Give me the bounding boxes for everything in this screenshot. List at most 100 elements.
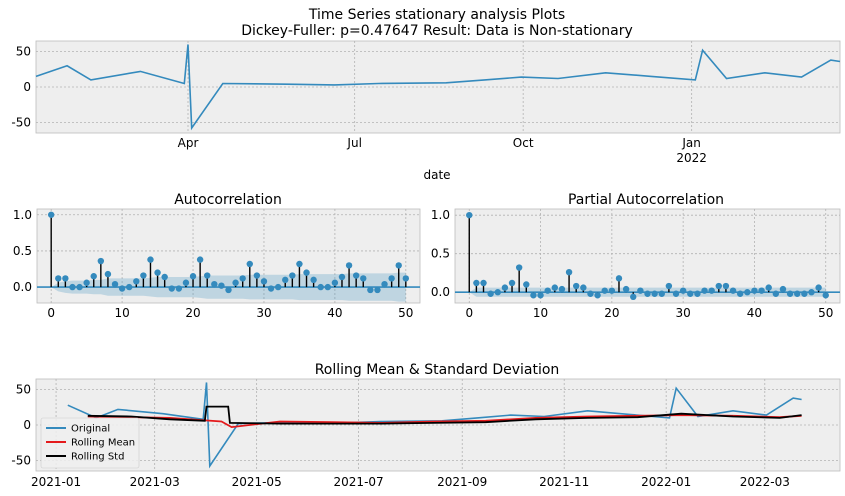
pacf-marker	[466, 211, 473, 219]
acf-marker	[260, 278, 268, 285]
pacf-marker	[622, 285, 630, 293]
acf-marker	[147, 256, 154, 263]
pacf-marker	[530, 292, 537, 299]
acf-axes: 0 10 20 30 40 50 0.0 0.5 1.0	[13, 208, 421, 320]
acf-marker	[111, 281, 119, 288]
pacf-marker	[786, 290, 794, 297]
acf-marker	[274, 283, 282, 291]
acf-marker	[360, 275, 367, 282]
pacf-marker	[701, 287, 708, 294]
rolling-title: Rolling Mean & Standard Deviation	[315, 362, 560, 378]
acf-marker	[161, 273, 168, 281]
pacf-marker	[580, 284, 587, 291]
pacf-marker	[801, 290, 808, 297]
rolling-xtick-label: 2021-05	[232, 475, 282, 489]
acf-marker	[282, 276, 289, 284]
acf-xtick-label: 50	[398, 306, 413, 320]
pacf-marker	[694, 290, 701, 297]
acf-marker	[232, 279, 239, 286]
pacf-marker	[523, 281, 530, 288]
rolling-legend-label: Rolling Std	[71, 452, 124, 463]
pacf-xtick-label: 0	[465, 306, 473, 320]
acf-marker	[367, 286, 374, 294]
acf-marker	[296, 260, 303, 268]
pacf-marker	[815, 284, 822, 291]
pacf-xtick-label: 20	[604, 306, 619, 320]
acf-marker	[402, 275, 410, 282]
pacf-title: Partial Autocorrelation	[568, 192, 724, 208]
acf-marker	[225, 286, 232, 294]
pacf-marker	[708, 287, 715, 294]
pacf-marker	[729, 287, 737, 294]
pacf-ytick-label: 0.0	[431, 285, 450, 299]
pacf-marker	[644, 290, 651, 297]
pacf-marker	[772, 290, 780, 297]
rolling-xtick-label: 2021-01	[31, 475, 81, 489]
timeseries-xtick-label: Oct	[513, 136, 534, 150]
pacf-xtick-label: 10	[533, 306, 548, 320]
rolling-legend-label: Rolling Mean	[71, 438, 135, 449]
timeseries-series-line	[35, 44, 841, 131]
rolling-legend-label: Original	[71, 424, 110, 435]
pacf-marker	[601, 287, 608, 294]
acf-marker	[140, 272, 147, 279]
pacf-marker	[751, 287, 758, 294]
pacf-xtick-label: 50	[818, 306, 833, 320]
suptitle-line2: Dickey-Fuller: p=0.47647 Result: Data is…	[241, 23, 633, 39]
acf-marker	[345, 262, 353, 269]
pacf-marker	[722, 282, 730, 290]
acf-marker	[310, 276, 317, 284]
pacf-ytick-label: 0.5	[431, 247, 450, 261]
timeseries-ytick-label: 0	[23, 80, 31, 94]
acf-marker	[352, 272, 360, 279]
pacf-marker	[487, 290, 494, 297]
pacf-marker	[573, 282, 580, 290]
pacf-axes: 0 10 20 30 40 50 0.0 0.5 1.0	[431, 208, 841, 320]
pacf-marker	[594, 292, 601, 299]
pacf-marker	[687, 290, 694, 297]
pacf-marker	[558, 285, 566, 293]
pacf-marker	[637, 287, 644, 294]
timeseries-ytick-label: 50	[16, 45, 31, 59]
acf-marker	[381, 281, 388, 288]
pacf-marker	[779, 285, 787, 293]
acf-marker	[69, 283, 76, 291]
pacf-marker	[587, 290, 594, 297]
pacf-marker	[473, 279, 480, 287]
pacf-marker	[744, 289, 751, 296]
acf-marker	[189, 273, 197, 280]
acf-marker	[338, 273, 346, 281]
pacf-marker	[658, 290, 665, 297]
acf-marker	[317, 283, 324, 291]
acf-marker	[204, 272, 211, 279]
acf-marker	[374, 286, 381, 294]
timeseries-ytick-label: -50	[11, 115, 31, 129]
rolling-xtick-label: 2022-01	[641, 475, 691, 489]
acf-marker	[182, 279, 190, 286]
acf-marker	[289, 272, 296, 279]
pacf-marker	[765, 284, 772, 291]
acf-xtick-label: 40	[327, 306, 342, 320]
pacf-marker	[565, 268, 573, 276]
pacf-marker	[651, 290, 658, 297]
pacf-marker	[822, 292, 829, 299]
pacf-marker	[508, 279, 516, 287]
pacf-marker	[672, 290, 680, 297]
acf-marker	[133, 278, 140, 285]
acf-marker	[267, 285, 275, 292]
rolling-series-line-2	[87, 405, 802, 425]
acf-marker	[90, 273, 97, 280]
pacf-marker	[679, 287, 687, 294]
timeseries-xtick-label: Jul	[346, 136, 361, 150]
pacf-xtick-label: 30	[676, 306, 691, 320]
rolling-xtick-label: 2021-03	[130, 475, 180, 489]
pacf-xtick-label: 40	[747, 306, 762, 320]
timeseries-xtick-sublabel: 2022	[676, 151, 707, 165]
acf-marker	[388, 275, 395, 282]
rolling-ytick-label: -50	[11, 453, 31, 467]
pacf-marker	[494, 289, 501, 296]
acf-marker	[303, 269, 310, 276]
acf-marker	[62, 275, 69, 282]
